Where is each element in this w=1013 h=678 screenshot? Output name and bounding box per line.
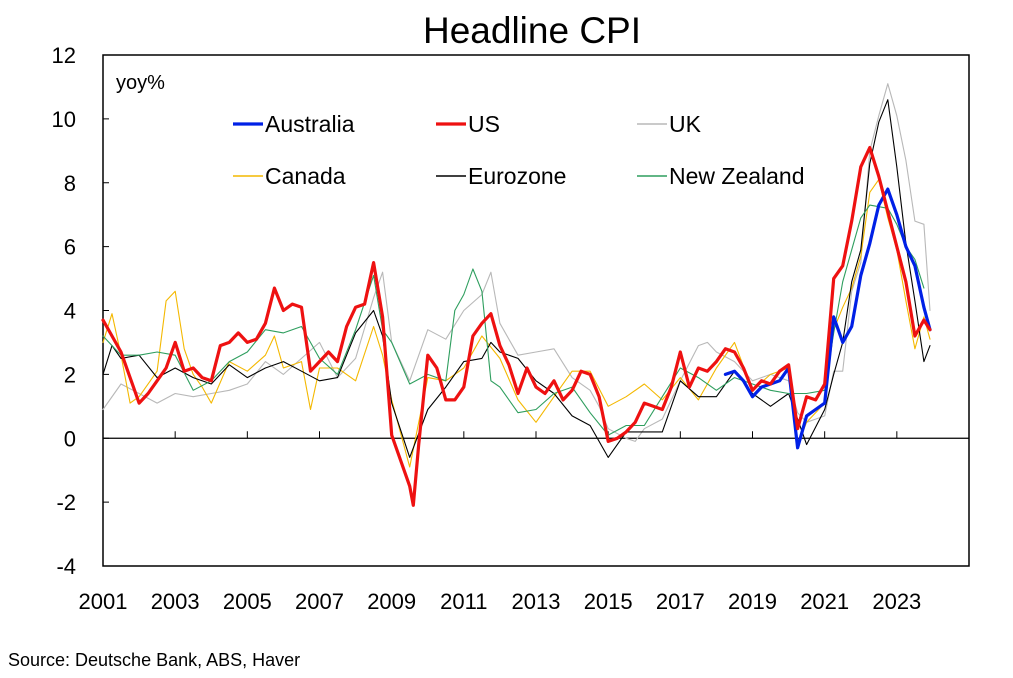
legend-new-zealand-label: New Zealand (669, 163, 805, 189)
x-tick-label: 2013 (512, 589, 561, 614)
legend-australia-label: Australia (265, 111, 355, 137)
legend-eurozone-label: Eurozone (468, 163, 566, 189)
series-line-australia (723, 187, 932, 450)
y-tick-label: 2 (64, 362, 76, 387)
legend-canada-label: Canada (265, 163, 346, 189)
x-tick-label: 2019 (728, 589, 777, 614)
unit-label: yoy% (116, 72, 165, 94)
x-tick-label: 2003 (151, 589, 200, 614)
x-tick-label: 2023 (872, 589, 921, 614)
series-line-eurozone (102, 99, 931, 458)
legend-uk-label: UK (669, 111, 702, 137)
series-line-us (101, 146, 932, 507)
x-tick-label: 2021 (800, 589, 849, 614)
x-tick-label: 2007 (295, 589, 344, 614)
x-tick-label: 2001 (79, 589, 128, 614)
legend: Australia US UK Canada Eurozone New Zealand (233, 111, 805, 189)
source-note: Source: Deutsche Bank, ABS, Haver (8, 650, 301, 670)
y-tick-label: -4 (56, 554, 76, 579)
x-tick-label: 2015 (584, 589, 633, 614)
series-line-uk (102, 83, 931, 442)
series-line-new-zealand (102, 204, 925, 436)
y-tick-label: 8 (64, 171, 76, 196)
plot-frame (102, 54, 970, 567)
legend-us-label: US (468, 111, 500, 137)
x-tick-label: 2005 (223, 589, 272, 614)
y-tick-label: 6 (64, 235, 76, 260)
series-lines (101, 83, 932, 507)
headline-cpi-chart: Headline CPI yoy% 12 10 8 6 4 2 0 -2 -4 2001 2003… (52, 10, 970, 614)
x-axis: 2001 2003 2005 2007 2009 2011 2013 2015 2017 2019… (79, 431, 921, 614)
chart-title: Headline CPI (423, 10, 641, 51)
y-tick-label: 12 (52, 43, 76, 68)
x-tick-label: 2009 (367, 589, 416, 614)
series-line-canada (102, 179, 931, 468)
x-tick-label: 2011 (440, 589, 487, 614)
x-tick-label: 2017 (656, 589, 705, 614)
y-tick-label: -2 (56, 490, 76, 515)
y-tick-label: 10 (52, 107, 76, 132)
y-tick-label: 4 (64, 299, 76, 324)
y-tick-label: 0 (64, 426, 76, 451)
